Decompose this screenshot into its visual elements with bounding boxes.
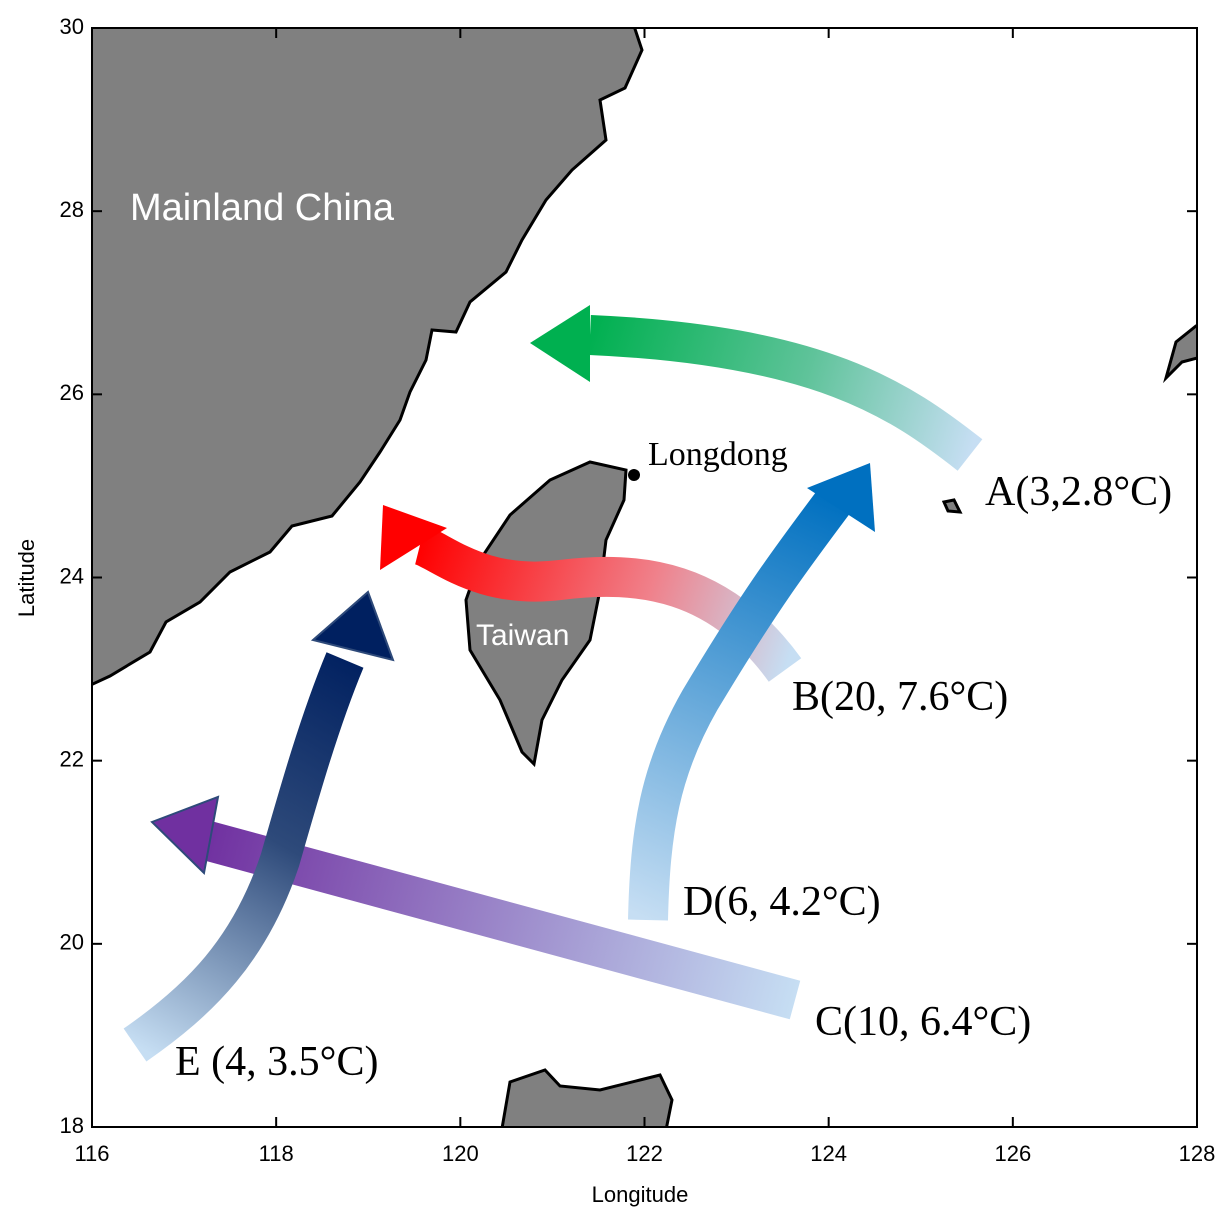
route-c-head [150, 795, 220, 876]
x-tick-label: 116 [74, 1141, 109, 1166]
route-label: C(10, 6.4°C) [815, 999, 1031, 1045]
taiwan-island [464, 460, 628, 768]
y-tick-label: 30 [60, 14, 84, 39]
x-tick-label: 126 [994, 1141, 1031, 1166]
route-label: D(6, 4.2°C) [683, 879, 881, 925]
route-e [123, 652, 364, 1062]
route-e-head [310, 590, 395, 662]
route-a [589, 315, 983, 471]
small-island [941, 498, 963, 514]
route-d [628, 488, 852, 921]
route-d-head [807, 463, 875, 532]
y-tick-label: 22 [60, 746, 84, 771]
route-arrows [123, 305, 983, 1062]
route-b-head [380, 505, 447, 570]
x-tick-label: 122 [626, 1141, 663, 1166]
mainland-label: Mainland China [130, 187, 395, 229]
taiwan-label: Taiwan [476, 619, 569, 652]
route-b [413, 525, 802, 682]
mainland [92, 28, 644, 687]
y-axis-label: Latitude [14, 539, 39, 617]
ryukyu-island [1163, 324, 1197, 384]
y-tick-label: 20 [60, 930, 84, 955]
y-tick-label: 28 [60, 197, 84, 222]
y-tick-label: 24 [60, 563, 84, 588]
longdong-label: Longdong [648, 436, 788, 473]
luzon-island [500, 1068, 674, 1127]
route-c [199, 820, 801, 1020]
y-tick-label: 18 [60, 1113, 84, 1138]
route-label: B(20, 7.6°C) [792, 674, 1008, 720]
y-tick-label: 26 [60, 380, 84, 405]
longdong-dot [628, 469, 640, 481]
x-tick-label: 118 [259, 1141, 294, 1166]
x-axis-label: Longitude [592, 1182, 689, 1207]
route-a-head [530, 305, 590, 382]
x-tick-label: 124 [810, 1141, 847, 1166]
route-label: A(3,2.8°C) [985, 469, 1172, 515]
x-tick-label: 120 [442, 1141, 479, 1166]
x-tick-label: 128 [1179, 1141, 1216, 1166]
land [92, 28, 1197, 1127]
route-label: E (4, 3.5°C) [175, 1039, 378, 1085]
